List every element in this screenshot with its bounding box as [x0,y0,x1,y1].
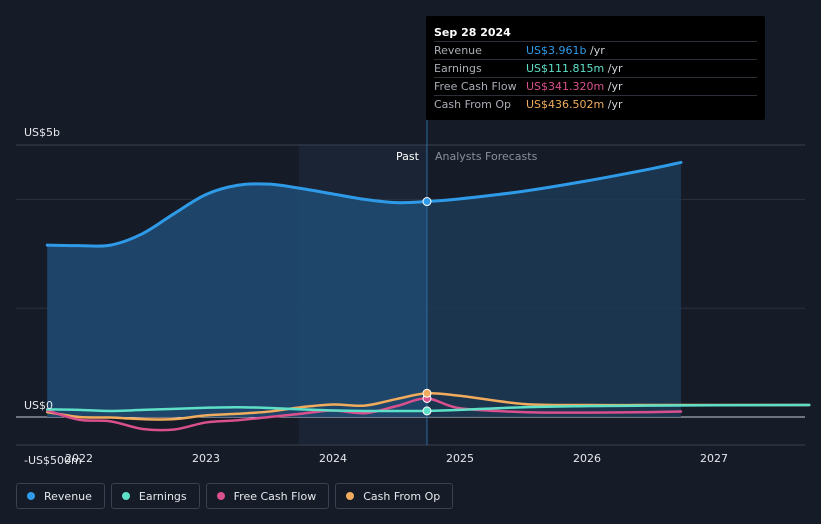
x-tick-label: 2023 [192,452,220,465]
x-tick-label: 2024 [319,452,347,465]
tooltip-unit: /yr [607,98,623,111]
y-tick-label: US$5b [24,126,60,139]
legend-item-free-cash-flow[interactable]: Free Cash Flow [205,483,330,509]
tooltip-unit: /yr [607,80,623,93]
y-tick-label: -US$500m [24,454,82,467]
tooltip-row-revenue: Revenue US$3.961b /yr [434,41,757,59]
tooltip-row-free-cash-flow: Free Cash Flow US$341.320m /yr [434,77,757,95]
tooltip-value: US$3.961b [526,44,587,57]
free-cash-flow-dot-icon [216,492,225,500]
tooltip-label: Revenue [434,44,482,57]
tooltip-label: Cash From Op [434,98,512,111]
earnings-dot-icon [121,492,130,500]
x-tick-label: 2022 [65,452,93,465]
legend-label: Cash From Op [363,489,441,503]
tooltip-unit: /yr [590,44,605,57]
legend-item-revenue[interactable]: Revenue [16,483,105,509]
series-line-revenue [45,160,683,248]
legend-label: Free Cash Flow [233,489,317,503]
tooltip-date: Sep 28 2024 [434,26,511,39]
tooltip-label: Free Cash Flow [434,80,517,93]
tooltip-value: US$341.320m [526,80,605,93]
data-tooltip: Sep 28 2024 Revenue US$3.961b /yr Earnin… [426,16,765,120]
forecast-label: Analysts Forecasts [435,150,538,163]
x-tick-label: 2026 [573,452,601,465]
tooltip-row-earnings: Earnings US$111.815m /yr [434,59,757,77]
point-revenue [422,197,432,207]
chart-legend: Revenue Earnings Free Cash Flow Cash Fro… [16,483,454,509]
point-earnings [422,406,432,416]
tooltip-label: Earnings [434,62,482,75]
x-tick-label: 2027 [700,452,728,465]
revenue-past-area [47,183,427,417]
past-label: Past [396,150,420,163]
y-tick-label: US$0 [24,399,53,412]
tooltip-row-cash-from-op: Cash From Op US$436.502m /yr [434,95,757,113]
revenue-dot-icon [27,492,35,500]
series-line-earnings [46,403,811,413]
tooltip-value: US$111.815m [526,62,605,75]
legend-item-cash-from-op[interactable]: Cash From Op [335,483,454,509]
series-line-free-cash-flow [46,397,683,432]
tooltip-unit: /yr [607,62,623,75]
tooltip-value: US$436.502m [526,98,605,111]
legend-label: Revenue [44,489,92,503]
legend-item-earnings[interactable]: Earnings [110,483,200,509]
legend-label: Earnings [138,489,187,503]
cash-from-op-dot-icon [346,492,355,500]
point-cash-from-op [422,388,432,398]
x-tick-label: 2025 [446,452,474,465]
